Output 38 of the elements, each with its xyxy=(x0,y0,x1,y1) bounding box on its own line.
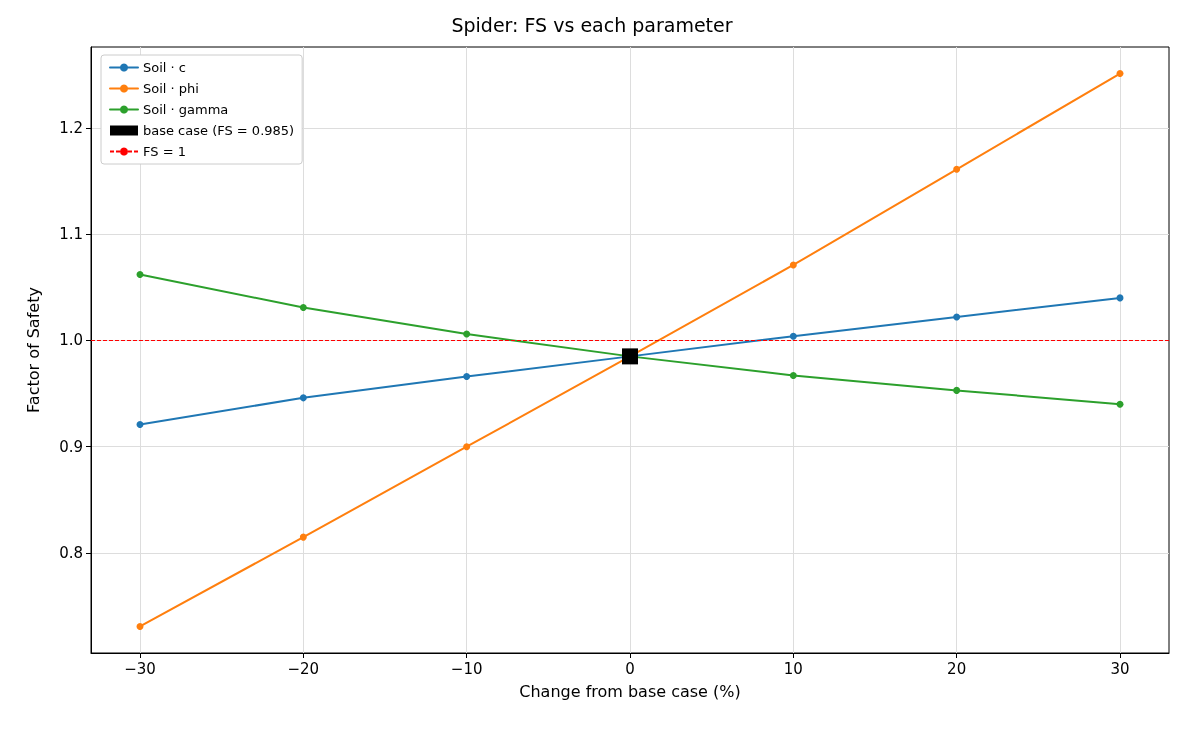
point xyxy=(1116,70,1124,78)
y-tick-label: 1.2 xyxy=(59,118,83,137)
x-tick-label: −20 xyxy=(287,659,320,678)
legend-label: FS = 1 xyxy=(143,144,186,159)
point xyxy=(136,420,144,428)
x-tick-label: 10 xyxy=(783,659,803,678)
x-tick-label: 0 xyxy=(625,659,635,678)
point xyxy=(622,348,638,365)
point xyxy=(299,533,307,541)
point xyxy=(953,386,961,394)
y-axis-title: Factor of Safety xyxy=(23,287,43,413)
point xyxy=(789,261,797,269)
y-tick-label: 1.0 xyxy=(59,331,83,350)
point xyxy=(136,622,144,630)
legend-label: Soil · c xyxy=(143,60,186,75)
point xyxy=(789,332,797,340)
legend-label: Soil · gamma xyxy=(143,102,229,117)
chart-title: Spider: FS vs each parameter xyxy=(451,13,733,36)
point xyxy=(463,443,471,451)
y-tick-label: 0.9 xyxy=(59,437,83,456)
point xyxy=(789,372,797,380)
x-tick-label: −30 xyxy=(124,659,156,678)
point xyxy=(299,303,307,311)
point xyxy=(953,165,961,173)
legend-label: base case (FS = 0.985) xyxy=(143,123,295,138)
point xyxy=(136,271,144,279)
legend-label: Soil · phi xyxy=(143,81,199,96)
x-tick-label: 20 xyxy=(947,659,967,678)
point xyxy=(463,330,471,338)
x-tick-label: −10 xyxy=(450,659,483,678)
x-axis-title: Change from base case (%) xyxy=(519,681,741,701)
point xyxy=(463,373,471,381)
point xyxy=(299,394,307,402)
point xyxy=(953,313,961,321)
point xyxy=(1116,400,1124,408)
y-tick-label: 0.8 xyxy=(59,544,83,563)
y-tick-label: 1.1 xyxy=(59,225,83,244)
x-tick-label: 30 xyxy=(1110,659,1130,678)
